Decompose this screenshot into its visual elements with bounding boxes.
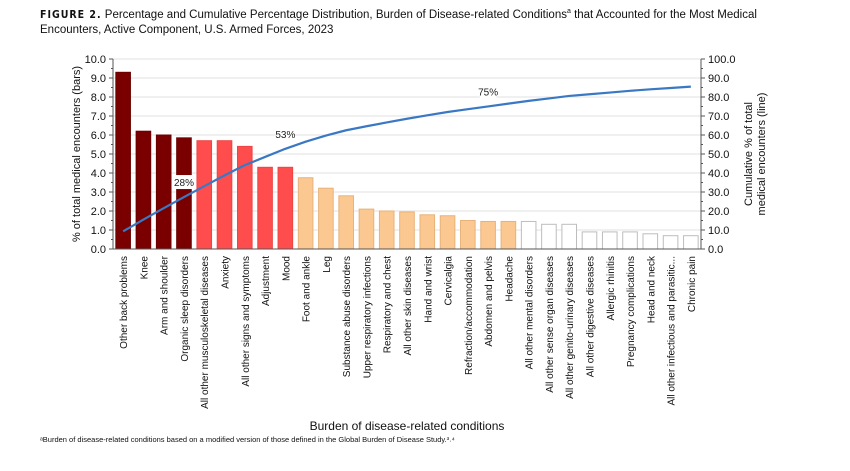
x-tick-label: Knee	[139, 256, 150, 280]
x-tick-label: Pregnancy complications	[626, 256, 637, 367]
x-tick-label: Substance abuse disorders	[342, 256, 353, 377]
cumulative-line	[122, 85, 691, 233]
x-tick-label: Head and neck	[646, 255, 657, 323]
bar-13	[378, 210, 395, 250]
x-axis-label: Burden of disease-related conditions	[310, 419, 505, 433]
x-tick-label: All other skin diseases	[403, 256, 414, 356]
y-tick-label: 4.0	[91, 168, 106, 180]
y2-tick-label: 30.0	[708, 187, 729, 199]
y-tick-label: 9.0	[91, 73, 106, 85]
x-tick-label: Mood	[281, 256, 292, 281]
y-tick-label: 0.0	[91, 244, 106, 256]
figure-title: FIGURE 2. Percentage and Cumulative Perc…	[40, 8, 757, 36]
x-tick-label: Allergic rhinitis	[606, 256, 617, 320]
y2-tick-label: 80.0	[708, 92, 729, 104]
bar-22	[561, 223, 578, 250]
x-tick-label: Anxiety	[221, 256, 232, 289]
x-tick-label: Chronic pain	[687, 256, 698, 312]
y-tick-label: 3.0	[91, 187, 106, 199]
annotation-bg	[277, 126, 294, 141]
bar-19	[500, 220, 517, 250]
x-tick-label: All other signs and symptoms	[241, 256, 252, 387]
x-tick-label: Upper respiratory infections	[362, 256, 373, 378]
y2-tick-label: 60.0	[708, 130, 729, 142]
x-tick-label: All other genito-urinary diseases	[565, 256, 576, 399]
bar-11	[338, 195, 354, 250]
y-tick-label: 2.0	[91, 206, 106, 218]
y2-tick-label: 90.0	[708, 73, 729, 85]
bar-2	[155, 134, 172, 250]
x-tick-label: Refraction/accommodation	[464, 256, 475, 375]
bar-4	[196, 140, 213, 250]
bar-10	[318, 187, 334, 250]
bar-25	[622, 231, 638, 250]
y2-tick-label: 20.0	[708, 206, 729, 218]
bar-21	[541, 223, 557, 250]
annotation-label: 75%	[478, 87, 498, 98]
y2-tick-label: 0.0	[708, 244, 723, 256]
x-tick-label: Other back problems	[119, 256, 130, 349]
x-tick-label: Hand and wrist	[423, 256, 434, 323]
bar-16	[439, 215, 456, 250]
y-tick-label: 1.0	[91, 225, 106, 237]
y2-tick-label: 100.0	[708, 54, 736, 66]
y2-tick-label: 40.0	[708, 168, 729, 180]
bar-0	[115, 71, 131, 250]
x-tick-label: All other digestive diseases	[585, 256, 596, 377]
bar-27	[662, 235, 679, 250]
bar-24	[601, 231, 618, 250]
y-tick-label: 10.0	[85, 54, 106, 66]
bar-26	[642, 233, 659, 250]
x-tick-label: Foot and ankle	[302, 256, 313, 323]
annotation-label: 28%	[174, 178, 194, 189]
bar-18	[480, 220, 496, 250]
y-axis-label: % of total medical encounters (bars)	[71, 66, 83, 242]
y2-tick-label: 10.0	[708, 225, 729, 237]
bar-23	[581, 231, 598, 250]
y2-axis-label-line2: medical encounters (line)	[756, 93, 768, 216]
bar-15	[419, 214, 436, 250]
bar-9	[297, 177, 314, 250]
x-tick-label: Adjustment	[261, 256, 272, 306]
y2-axis-label-line1: Cumulative % of total	[743, 102, 755, 206]
footnote: ᵃBurden of disease-related conditions ba…	[40, 435, 455, 444]
bar-6	[236, 145, 253, 250]
y2-tick-label: 70.0	[708, 111, 729, 123]
x-tick-label: Headache	[504, 256, 515, 302]
x-tick-label: Abdomen and pelvis	[484, 256, 495, 347]
x-tick-label: All other infectious and parasitic...	[667, 256, 678, 406]
bar-17	[460, 220, 476, 250]
x-tick-label: All other sense organ diseases	[545, 256, 556, 393]
annotation-bg	[175, 175, 193, 190]
figure-label: FIGURE 2.	[40, 8, 102, 21]
bar-20	[520, 220, 537, 250]
x-tick-label: Cervicalgia	[444, 256, 455, 306]
bar-7	[257, 166, 273, 250]
y-tick-label: 5.0	[91, 149, 106, 161]
bar-1	[135, 130, 152, 250]
x-tick-label: Leg	[322, 256, 333, 273]
x-tick-label: Respiratory and chest	[383, 256, 394, 353]
x-tick-label: All other musculoskeletal diseases	[200, 256, 211, 409]
y2-tick-label: 50.0	[708, 149, 729, 161]
x-tick-label: Arm and shoulder	[160, 255, 171, 335]
annotation-label: 53%	[275, 130, 295, 141]
x-tick-label: All other mental disorders	[525, 256, 536, 369]
bar-8	[277, 166, 294, 250]
y-tick-label: 7.0	[91, 111, 106, 123]
y-tick-label: 6.0	[91, 130, 106, 142]
annotation-bg	[479, 84, 497, 99]
y-tick-label: 8.0	[91, 92, 106, 104]
bar-12	[358, 208, 375, 250]
x-tick-label: Organic sleep disorders	[180, 256, 191, 362]
bar-28	[683, 235, 699, 250]
bar-5	[216, 140, 233, 250]
bar-14	[399, 211, 415, 250]
